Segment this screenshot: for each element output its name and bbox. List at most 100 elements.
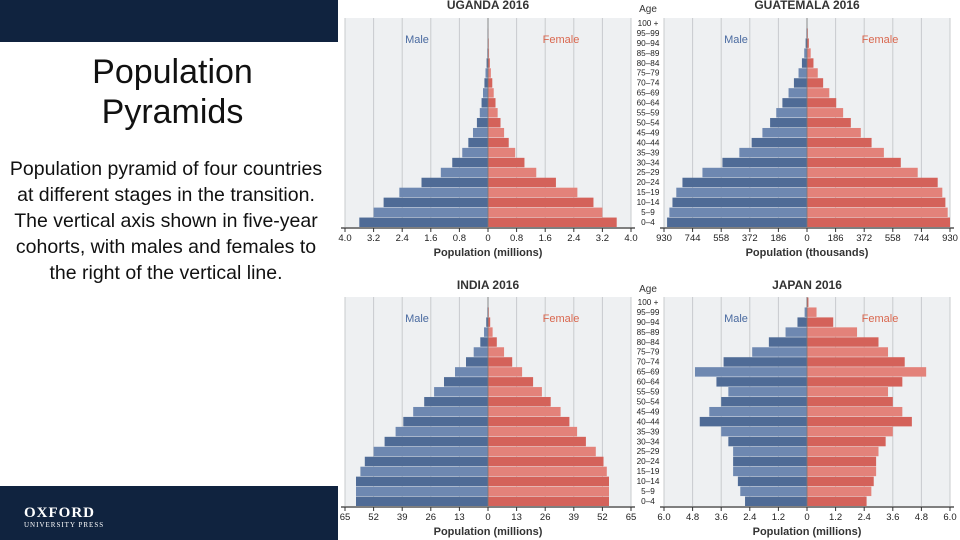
x-tick-label: 0 (804, 233, 809, 244)
male-bar (740, 486, 807, 497)
male-bar (793, 78, 807, 88)
age-label: 70–74 (637, 79, 660, 88)
female-bar (488, 207, 603, 218)
female-bar (488, 476, 609, 487)
male-bar (421, 177, 488, 188)
x-tick-label: 13 (511, 512, 522, 523)
age-label: 35–39 (637, 148, 660, 157)
legend-male: Male (724, 313, 748, 325)
male-bar (739, 147, 807, 158)
age-label: 25–29 (637, 168, 660, 177)
male-bar (486, 317, 488, 327)
male-bar (468, 137, 488, 148)
female-bar (488, 177, 556, 188)
age-label: 75–79 (637, 348, 660, 357)
female-bar (488, 78, 493, 88)
x-tick-label: 6.0 (943, 512, 956, 523)
x-tick-label: 744 (685, 233, 701, 244)
chart-title: INDIA 2016 (457, 278, 520, 292)
male-bar (383, 197, 488, 208)
x-tick-label: 4.8 (915, 512, 928, 523)
female-bar (488, 108, 498, 118)
female-bar (488, 397, 551, 407)
x-tick-label: 2.4 (567, 233, 580, 244)
x-axis-label: Population (thousands) (746, 247, 869, 259)
age-label: 60–64 (637, 99, 660, 108)
male-bar (462, 147, 488, 158)
age-label: 55–59 (637, 388, 660, 397)
female-bar (807, 48, 811, 58)
female-bar (807, 297, 809, 307)
male-bar (476, 118, 488, 128)
female-bar (807, 357, 905, 367)
x-tick-label: 52 (597, 512, 608, 523)
male-bar (737, 476, 807, 487)
x-tick-label: 2.4 (858, 512, 871, 523)
age-label: 25–29 (637, 447, 660, 456)
male-bar (479, 108, 488, 118)
x-tick-label: 13 (454, 512, 465, 523)
male-bar (768, 337, 807, 347)
oxford-logo: OXFORD UNIVERSITY PRESS (24, 505, 104, 530)
x-tick-label: 65 (626, 512, 637, 523)
x-tick-label: 65 (340, 512, 351, 523)
age-label: 45–49 (637, 407, 660, 416)
age-label: 95–99 (637, 308, 660, 317)
male-bar (676, 187, 807, 198)
age-label: 0–4 (641, 218, 655, 227)
male-bar (804, 48, 807, 58)
male-bar (785, 327, 807, 337)
x-tick-label: 39 (397, 512, 408, 523)
male-bar (484, 78, 488, 88)
male-bar (733, 456, 807, 467)
male-bar (373, 207, 488, 218)
female-bar (807, 167, 918, 178)
female-bar (488, 456, 604, 467)
x-tick-label: 3.6 (886, 512, 899, 523)
female-bar (807, 28, 808, 38)
female-bar (807, 207, 948, 218)
chart-title: JAPAN 2016 (772, 278, 842, 292)
x-tick-label: 4.0 (338, 233, 351, 244)
x-axis-label: Population (millions) (434, 526, 543, 538)
x-tick-label: 3.6 (715, 512, 728, 523)
female-bar (807, 217, 950, 227)
male-bar (359, 217, 488, 227)
male-bar (485, 68, 488, 78)
female-bar (488, 68, 491, 78)
male-bar (751, 137, 807, 148)
x-tick-label: 2.4 (743, 512, 756, 523)
x-tick-label: 186 (828, 233, 844, 244)
female-bar (807, 406, 903, 417)
male-bar (752, 347, 807, 357)
chart-title: UGANDA 2016 (447, 0, 530, 12)
female-bar (488, 217, 617, 227)
male-bar (384, 436, 488, 447)
male-bar (728, 436, 807, 447)
male-bar (801, 58, 807, 68)
male-bar (413, 406, 488, 417)
age-label: 45–49 (637, 128, 660, 137)
female-bar (807, 486, 872, 497)
male-bar (455, 367, 488, 377)
male-bar (723, 357, 807, 367)
x-tick-label: 1.2 (772, 512, 785, 523)
male-bar (672, 197, 807, 208)
male-bar (403, 416, 488, 427)
male-bar (733, 466, 807, 477)
male-bar (770, 118, 807, 128)
male-bar (716, 377, 807, 387)
female-bar (807, 127, 861, 138)
slide-description: Population pyramid of four countries at … (9, 158, 323, 284)
female-bar (807, 456, 877, 467)
age-label: 0–4 (641, 497, 655, 506)
age-label: 20–24 (637, 178, 660, 187)
age-label: 90–94 (637, 318, 660, 327)
x-tick-label: 3.2 (596, 233, 609, 244)
age-label: 10–14 (637, 477, 660, 486)
female-bar (807, 137, 872, 148)
female-bar (807, 446, 879, 457)
x-tick-label: 930 (656, 233, 672, 244)
age-label: 50–54 (637, 397, 660, 406)
age-label: 95–99 (637, 29, 660, 38)
